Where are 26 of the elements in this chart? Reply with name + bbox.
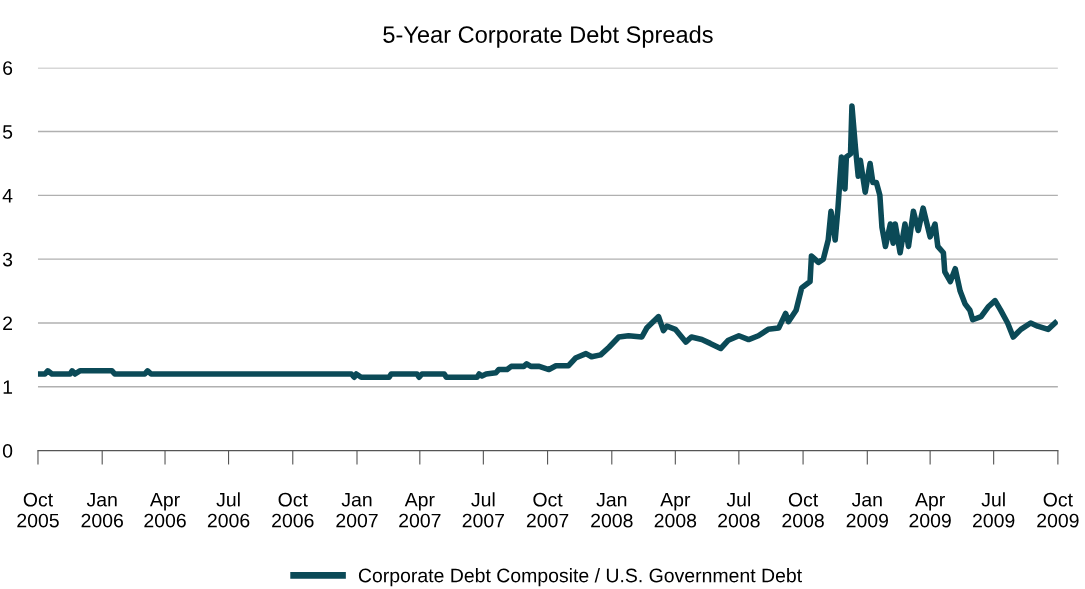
x-tick-label: Oct 2008 [782, 492, 824, 528]
x-tick-label: Apr 2009 [909, 492, 951, 528]
x-tick-label: Jul 2009 [973, 492, 1015, 528]
chart-title: 5-Year Corporate Debt Spreads [383, 25, 713, 48]
x-tick-label: Apr 2007 [399, 492, 441, 528]
x-tick-label: Jan 2007 [336, 492, 378, 528]
x-tick-label: Jan 2006 [81, 492, 123, 528]
x-tick-label: Apr 2008 [654, 492, 697, 528]
y-tick-label: 1 [3, 380, 13, 394]
x-tick-label: Jan 2009 [846, 492, 889, 528]
y-tick-label: 6 [3, 61, 13, 75]
x-tick-label: Oct 2007 [526, 492, 569, 528]
x-tick-label: Apr 2006 [144, 492, 186, 528]
y-tick-label: 2 [3, 316, 12, 331]
y-tick-label: 3 [2, 252, 13, 267]
y-tick-label: 5 [2, 125, 13, 139]
x-tick-label: Jul 2008 [718, 492, 760, 528]
legend-label: Corporate Debt Composite / U.S. Government Debt [358, 568, 802, 587]
y-tick-label: 4 [2, 189, 13, 203]
x-tick-label: Jul 2006 [207, 492, 250, 528]
x-tick-label: Jan 2008 [591, 492, 633, 528]
x-tick-label: Oct 2009 [1037, 492, 1079, 528]
x-tick-label: Oct 2005 [17, 492, 59, 528]
x-tick-label: Oct 2006 [272, 492, 314, 528]
y-tick-label: 0 [2, 444, 13, 458]
x-tick-label: Jul 2007 [462, 492, 505, 528]
